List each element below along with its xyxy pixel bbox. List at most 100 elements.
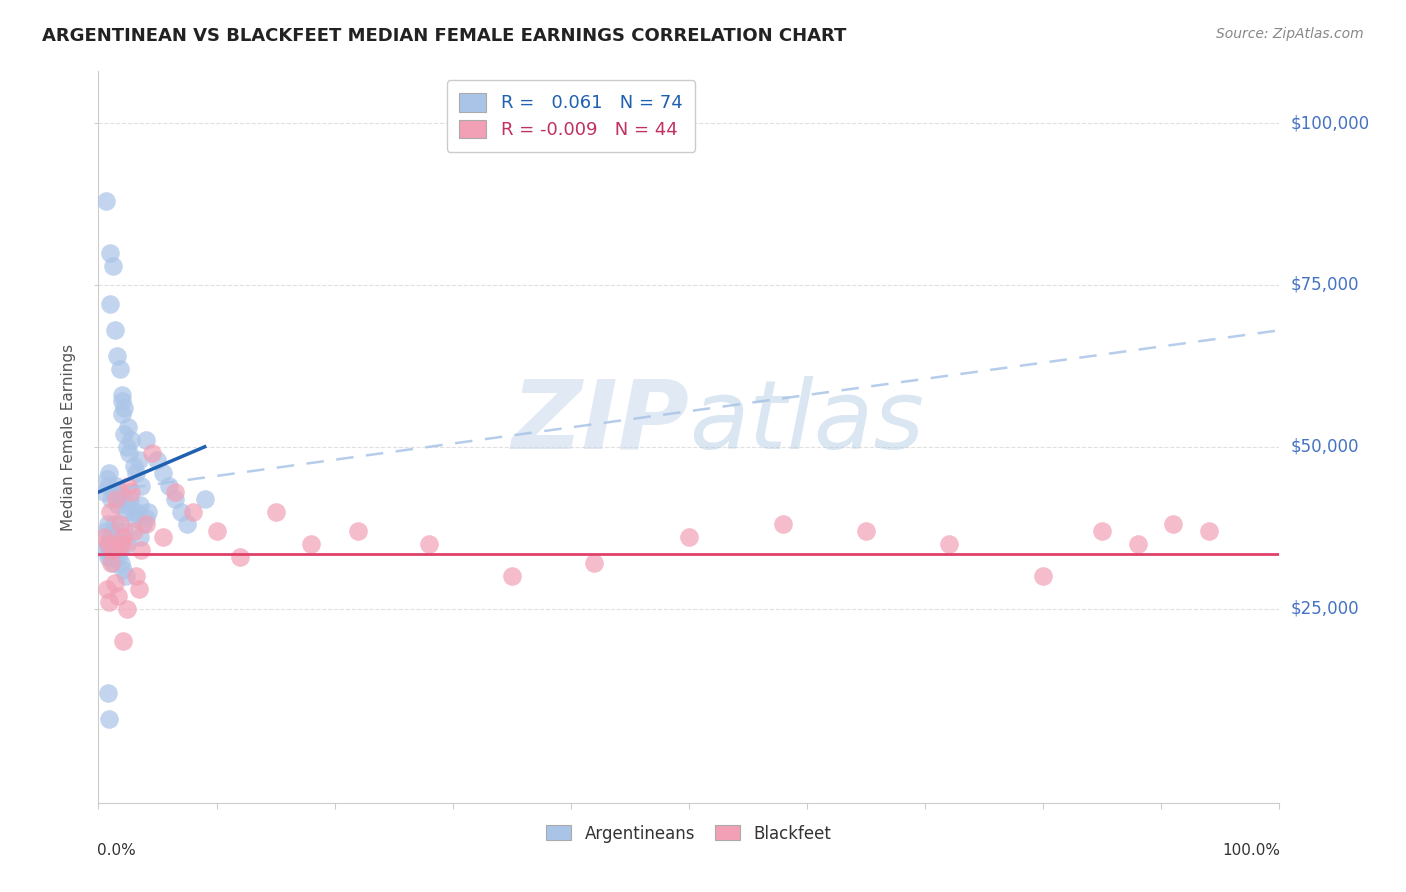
Point	[98, 530, 121, 544]
Point	[117, 478, 139, 492]
Point	[98, 297, 121, 311]
Point	[115, 601, 138, 615]
Point	[98, 466, 121, 480]
Text: $100,000: $100,000	[1291, 114, 1369, 132]
Point	[98, 712, 121, 726]
Point	[152, 530, 174, 544]
Point	[141, 446, 163, 460]
Text: Source: ZipAtlas.com: Source: ZipAtlas.com	[1216, 27, 1364, 41]
Point	[100, 491, 122, 506]
Point	[112, 426, 135, 441]
Point	[101, 543, 124, 558]
Point	[165, 491, 187, 506]
Text: atlas: atlas	[689, 376, 924, 469]
Point	[117, 420, 139, 434]
Point	[98, 549, 121, 564]
Point	[111, 394, 134, 409]
Point	[103, 485, 125, 500]
Point	[94, 543, 117, 558]
Point	[108, 362, 131, 376]
Point	[96, 537, 118, 551]
Text: 100.0%: 100.0%	[1223, 843, 1281, 858]
Point	[128, 530, 150, 544]
Point	[98, 504, 121, 518]
Point	[110, 557, 132, 571]
Point	[97, 478, 120, 492]
Point	[114, 569, 136, 583]
Point	[128, 498, 150, 512]
Point	[120, 491, 142, 506]
Point	[97, 686, 120, 700]
Point	[678, 530, 700, 544]
Point	[112, 634, 135, 648]
Point	[111, 530, 134, 544]
Point	[122, 524, 145, 538]
Point	[418, 537, 440, 551]
Point	[938, 537, 960, 551]
Point	[112, 563, 135, 577]
Point	[112, 491, 135, 506]
Point	[146, 452, 169, 467]
Point	[112, 537, 135, 551]
Point	[111, 408, 134, 422]
Point	[118, 446, 141, 460]
Point	[108, 537, 131, 551]
Point	[1198, 524, 1220, 538]
Point	[101, 557, 124, 571]
Point	[1126, 537, 1149, 551]
Point	[170, 504, 193, 518]
Point	[1032, 569, 1054, 583]
Point	[125, 569, 148, 583]
Point	[121, 434, 143, 448]
Point	[110, 485, 132, 500]
Point	[105, 478, 128, 492]
Point	[93, 530, 115, 544]
Point	[114, 504, 136, 518]
Point	[122, 459, 145, 474]
Point	[107, 498, 129, 512]
Point	[855, 524, 877, 538]
Point	[111, 388, 134, 402]
Point	[104, 517, 127, 532]
Point	[103, 549, 125, 564]
Point	[115, 537, 138, 551]
Point	[104, 575, 127, 590]
Point	[264, 504, 287, 518]
Point	[772, 517, 794, 532]
Point	[165, 485, 187, 500]
Text: $75,000: $75,000	[1291, 276, 1360, 294]
Point	[101, 259, 124, 273]
Point	[121, 504, 143, 518]
Point	[97, 549, 120, 564]
Point	[176, 517, 198, 532]
Point	[194, 491, 217, 506]
Point	[98, 543, 121, 558]
Point	[97, 517, 120, 532]
Point	[157, 478, 180, 492]
Point	[1091, 524, 1114, 538]
Point	[128, 452, 150, 467]
Point	[105, 349, 128, 363]
Point	[94, 524, 117, 538]
Point	[347, 524, 370, 538]
Point	[135, 517, 157, 532]
Point	[132, 517, 155, 532]
Point	[127, 504, 149, 518]
Point	[110, 537, 132, 551]
Point	[112, 524, 135, 538]
Point	[105, 491, 128, 506]
Point	[98, 245, 121, 260]
Point	[98, 595, 121, 609]
Text: 0.0%: 0.0%	[97, 843, 136, 858]
Point	[299, 537, 322, 551]
Point	[115, 440, 138, 454]
Point	[129, 478, 152, 492]
Text: ARGENTINEAN VS BLACKFEET MEDIAN FEMALE EARNINGS CORRELATION CHART: ARGENTINEAN VS BLACKFEET MEDIAN FEMALE E…	[42, 27, 846, 45]
Point	[205, 524, 228, 538]
Point	[94, 194, 117, 208]
Point	[501, 569, 523, 583]
Point	[105, 530, 128, 544]
Point	[583, 557, 606, 571]
Point	[229, 549, 252, 564]
Point	[96, 582, 118, 597]
